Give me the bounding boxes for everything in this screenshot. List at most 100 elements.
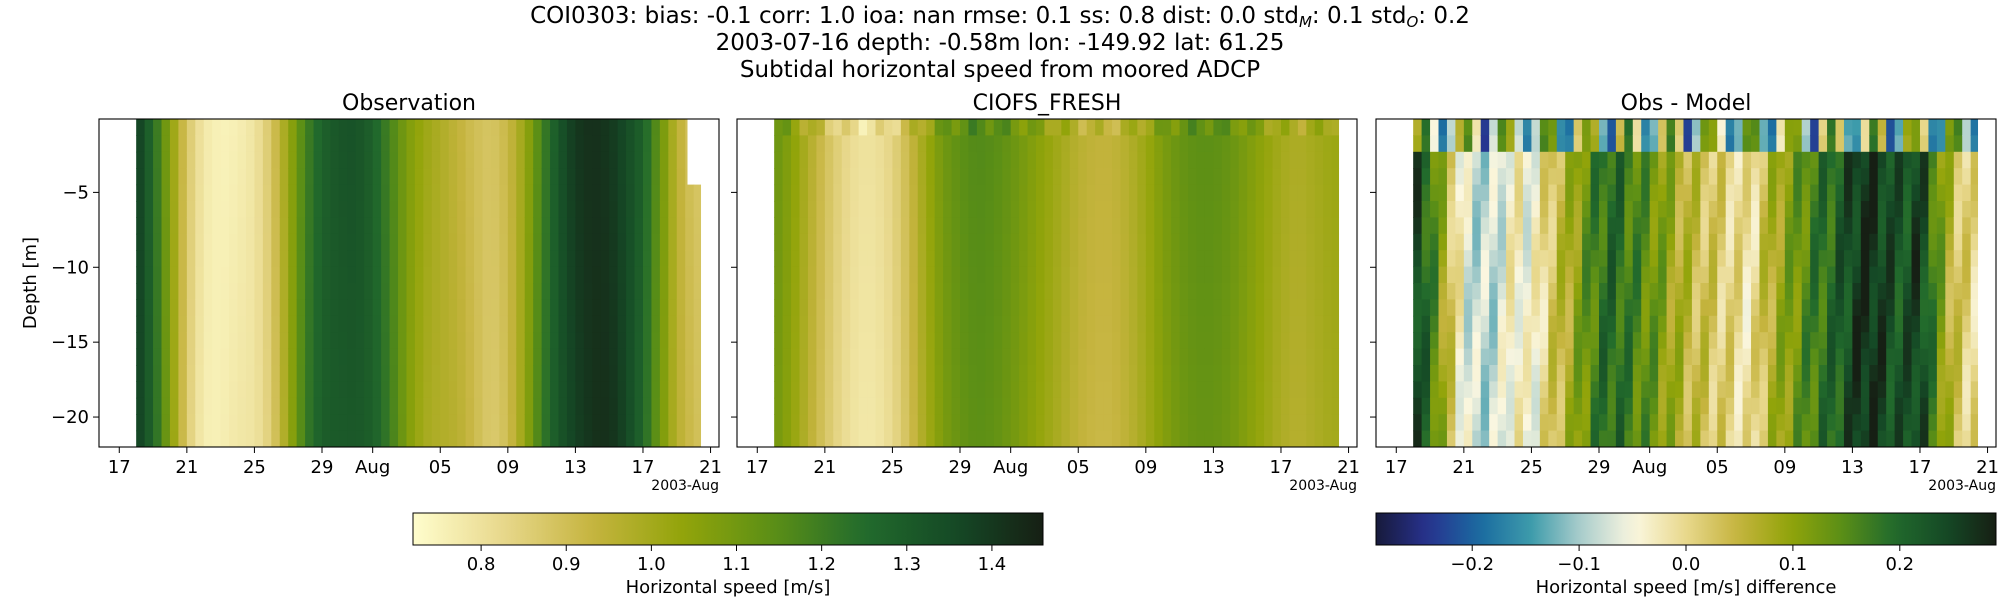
heatmap-cell [178, 266, 188, 284]
heatmap-cell [1463, 217, 1473, 235]
heatmap-cell [1489, 135, 1499, 153]
heatmap-cell [1751, 332, 1761, 350]
heatmap-cell [985, 430, 995, 447]
heatmap-cell [1413, 233, 1423, 251]
heatmap-cell [1162, 348, 1172, 366]
heatmap-cell [693, 299, 702, 317]
heatmap-cell [1154, 348, 1164, 366]
heatmap-cell [1624, 135, 1634, 153]
heatmap-cell [381, 217, 391, 235]
heatmap-cell [229, 283, 239, 300]
heatmap-cell [1264, 250, 1274, 268]
heatmap-cell [465, 135, 475, 153]
heatmap-cell [414, 119, 424, 136]
heatmap-cell [1331, 332, 1340, 350]
heatmap-cell [1632, 414, 1642, 432]
heatmap-cell [1196, 315, 1206, 333]
heatmap-cell [909, 315, 919, 333]
heatmap-cell [1658, 315, 1668, 333]
heatmap-cell [507, 184, 517, 202]
heatmap-cell [1480, 430, 1490, 447]
heatmap-cell [1438, 168, 1448, 186]
heatmap-cell [457, 397, 467, 415]
heatmap-cell [976, 381, 986, 399]
heatmap-cell [195, 315, 205, 333]
heatmap-cell [1801, 233, 1811, 251]
heatmap-cell [1506, 397, 1516, 415]
heatmap-cell [322, 381, 332, 399]
heatmap-cell [389, 201, 399, 218]
heatmap-cell [322, 283, 332, 300]
heatmap-cell [347, 266, 357, 284]
heatmap-cell [1247, 201, 1257, 218]
heatmap-cell [1556, 299, 1566, 317]
heatmap-cell [1886, 397, 1896, 415]
x-tick-label: 05 [1706, 457, 1729, 478]
heatmap-cell [1742, 414, 1752, 432]
heatmap-cell [1886, 283, 1896, 300]
heatmap-cell [1306, 233, 1316, 251]
heatmap-cell [858, 201, 868, 218]
heatmap-cell [841, 315, 851, 333]
heatmap-cell [1446, 414, 1456, 432]
heatmap-cell [1725, 381, 1735, 399]
heatmap-cell [575, 332, 585, 350]
heatmap-cell [1438, 365, 1448, 382]
heatmap-cell [1128, 283, 1138, 300]
heatmap-cell [1514, 151, 1524, 169]
heatmap-cell [985, 233, 995, 251]
heatmap-cell [617, 151, 627, 169]
heatmap-cell [1213, 250, 1223, 268]
heatmap-cell [550, 168, 560, 186]
heatmap-cell [1438, 299, 1448, 317]
heatmap-cell [693, 250, 702, 268]
heatmap-cell [1323, 184, 1333, 202]
heatmap-cell [1120, 266, 1130, 284]
heatmap-cell [1573, 201, 1583, 218]
heatmap-cell [1221, 332, 1231, 350]
heatmap-cell [1036, 365, 1046, 382]
heatmap-cell [1717, 266, 1727, 284]
heatmap-cell [1827, 283, 1837, 300]
heatmap-cell [1314, 365, 1324, 382]
heatmap-cell [279, 217, 289, 235]
heatmap-cell [1691, 430, 1701, 447]
heatmap-cell [1112, 250, 1122, 268]
heatmap-cell [909, 414, 919, 432]
heatmap-cell [457, 348, 467, 366]
heatmap-cell [431, 397, 441, 415]
heatmap-cell [685, 250, 695, 268]
heatmap-cell [1911, 266, 1921, 284]
heatmap-cell [195, 217, 205, 235]
heatmap-cell [1582, 430, 1592, 447]
heatmap-cell [457, 119, 467, 136]
heatmap-cell [1649, 315, 1659, 333]
x-offset-label: 2003-Aug [1928, 478, 1996, 494]
heatmap-cell [642, 348, 653, 366]
heatmap-cell [313, 299, 323, 317]
heatmap-cell [1793, 381, 1803, 399]
heatmap-cell [212, 299, 222, 317]
heatmap-cell [1734, 299, 1744, 317]
heatmap-cell [465, 397, 475, 415]
heatmap-cell [355, 119, 365, 136]
heatmap-cell [1725, 168, 1735, 186]
heatmap-cell [1607, 315, 1617, 333]
heatmap-cell [516, 184, 526, 202]
heatmap-cell [1438, 266, 1448, 284]
heatmap-cell [1869, 135, 1879, 153]
heatmap-cell [1531, 414, 1541, 432]
heatmap-cell [1903, 315, 1913, 333]
heatmap-cell [1171, 233, 1181, 251]
heatmap-cell [685, 365, 695, 382]
heatmap-cell [1010, 397, 1020, 415]
heatmap-cell [858, 119, 868, 136]
heatmap-cell [824, 381, 834, 399]
heatmap-cell [1480, 414, 1490, 432]
heatmap-cell [533, 151, 543, 169]
heatmap-cell [1137, 315, 1147, 333]
heatmap-cell [144, 250, 154, 268]
heatmap-cell [178, 348, 188, 366]
heatmap-cell [1472, 266, 1482, 284]
heatmap-cell [1903, 381, 1913, 399]
